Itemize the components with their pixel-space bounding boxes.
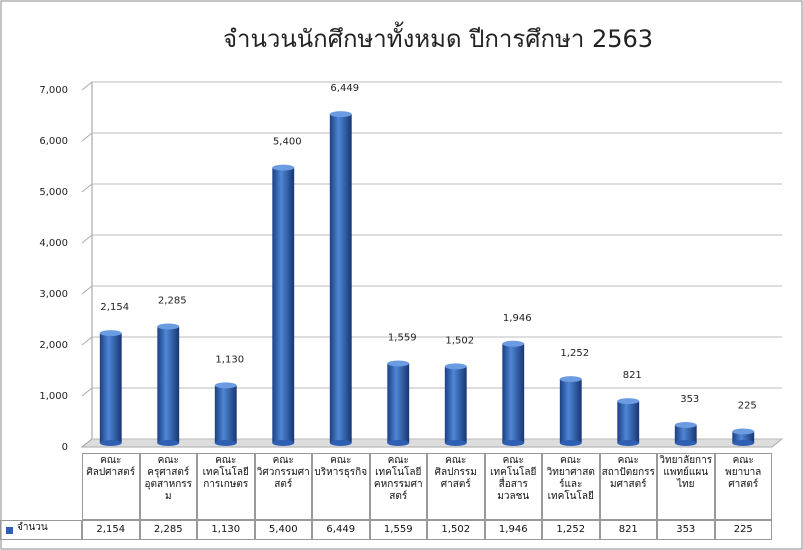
bar-base <box>214 440 237 446</box>
data-label: 225 <box>738 401 757 412</box>
table-value: 1,946 <box>484 520 542 540</box>
bar-top <box>329 111 352 118</box>
bar <box>444 366 467 443</box>
bar <box>99 333 122 443</box>
table-value: 1,559 <box>369 520 427 540</box>
category-label: คณะศิลปกรรมศาสตร์ <box>427 453 485 520</box>
data-label: 1,946 <box>503 313 532 324</box>
data-label: 1,559 <box>388 332 417 343</box>
chart-title: จำนวนนักศึกษาทั้งหมด ปีการศึกษา 2563 <box>223 21 653 53</box>
legend-swatch <box>6 527 13 534</box>
category-label: คณะเทคโนโลยีการเกษตร <box>197 453 255 520</box>
bar-base <box>444 440 467 446</box>
grid-line <box>81 81 93 91</box>
bar-base <box>617 440 640 446</box>
bar <box>272 167 295 443</box>
data-label: 6,449 <box>330 83 359 94</box>
bar-top <box>674 421 697 428</box>
data-label: 2,154 <box>100 302 129 313</box>
grid-line <box>81 234 93 244</box>
bar-base <box>559 440 582 446</box>
grid-line <box>81 183 93 193</box>
bar-top <box>444 363 467 370</box>
bar-base <box>272 440 295 446</box>
bar <box>157 326 180 443</box>
data-label: 5,400 <box>273 137 302 148</box>
legend-label: จำนวน <box>0 520 82 540</box>
bar-top <box>387 360 410 367</box>
category-label: คณะครุศาสตร์อุตสาหกรรม <box>139 453 197 520</box>
category-label: คณะเทคโนโลยีคหกรรมศาสตร์ <box>369 453 427 520</box>
bar-base <box>732 440 755 446</box>
bar-top <box>157 323 180 330</box>
legend-text: จำนวน <box>17 522 48 533</box>
category-label: วิทยาลัยการแพทย์แผนไทย <box>657 453 715 520</box>
table-value: 1,252 <box>542 520 600 540</box>
bar-top <box>272 164 295 171</box>
grid-line <box>81 387 93 397</box>
table-value: 353 <box>657 520 715 540</box>
table-value: 821 <box>599 520 657 540</box>
y-tick-label: 2,000 <box>39 340 68 351</box>
grid-line <box>81 336 93 346</box>
bar-top <box>732 428 755 435</box>
y-tick-label: 4,000 <box>39 238 68 249</box>
y-tick-label: 1,000 <box>39 391 68 402</box>
y-tick-label: 6,000 <box>39 136 68 147</box>
table-value: 5,400 <box>254 520 312 540</box>
bar-base <box>387 440 410 446</box>
table-corner <box>0 453 82 520</box>
grid-line <box>81 285 93 295</box>
bar <box>732 431 755 443</box>
y-tick-label: 7,000 <box>39 85 68 96</box>
category-label: คณะวิศวกรรมศาสตร์ <box>254 453 312 520</box>
data-label: 1,130 <box>215 354 244 365</box>
bar <box>214 385 237 443</box>
bar-base <box>329 440 352 446</box>
y-tick-label: 3,000 <box>39 289 68 300</box>
category-label: คณะบริหารธุรกิจ <box>312 453 370 520</box>
table-value: 2,285 <box>139 520 197 540</box>
bar-base <box>502 440 525 446</box>
bar-top <box>502 340 525 347</box>
data-label: 1,252 <box>560 348 589 359</box>
category-label: คณะวิทยาศาสตร์และเทคโนโลยี <box>542 453 600 520</box>
bar <box>387 363 410 443</box>
table-value: 1,130 <box>197 520 255 540</box>
bar <box>559 379 582 443</box>
bar-base <box>99 440 122 446</box>
table-value: 225 <box>714 520 772 540</box>
category-label: คณะศิลปศาสตร์ <box>82 453 140 520</box>
category-label: คณะเทคโนโลยีสื่อสารมวลชน <box>484 453 542 520</box>
bar-top <box>99 330 122 337</box>
data-label: 1,502 <box>445 335 474 346</box>
y-tick-label: 5,000 <box>39 187 68 198</box>
bar <box>502 343 525 443</box>
table-value: 2,154 <box>82 520 140 540</box>
bar <box>329 114 352 443</box>
grid-line <box>81 132 93 142</box>
bar-base <box>157 440 180 446</box>
data-label: 353 <box>680 394 699 405</box>
bar-top <box>617 398 640 405</box>
grid-line <box>81 438 93 448</box>
bar-base <box>674 440 697 446</box>
table-value: 6,449 <box>312 520 370 540</box>
bar-top <box>559 376 582 383</box>
bar-top <box>214 382 237 389</box>
data-label: 2,285 <box>158 295 187 306</box>
bar <box>617 401 640 443</box>
category-label: คณะพยาบาลศาสตร์ <box>714 453 772 520</box>
table-value: 1,502 <box>427 520 485 540</box>
category-label: คณะสถาปัตยกรรมศาสตร์ <box>599 453 657 520</box>
data-label: 821 <box>623 370 642 381</box>
y-tick-label: 0 <box>62 442 68 453</box>
bar <box>674 424 697 443</box>
